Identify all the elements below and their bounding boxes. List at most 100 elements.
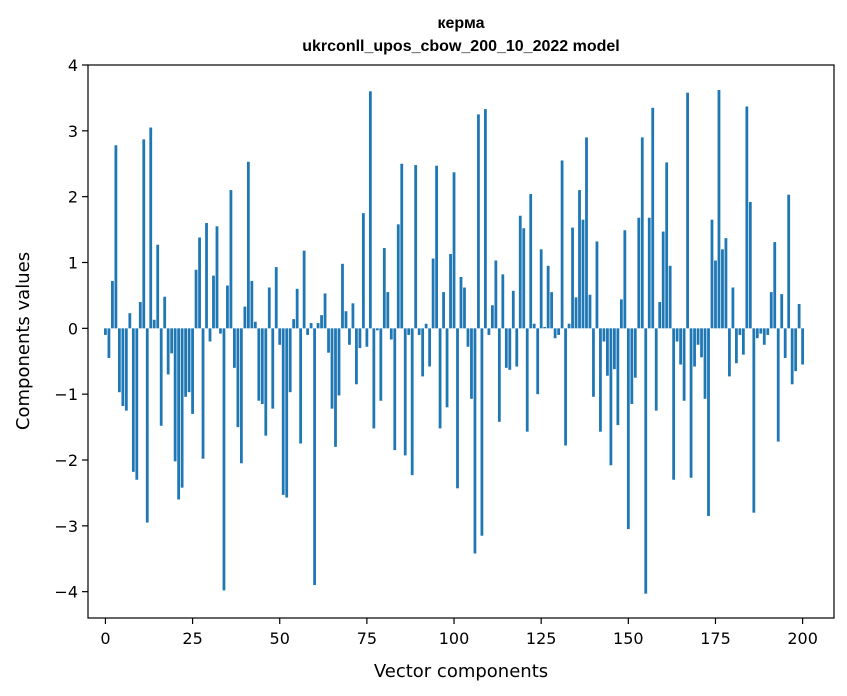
- bar: [525, 328, 529, 432]
- bar: [522, 228, 526, 329]
- bar: [700, 328, 703, 358]
- bar: [184, 328, 188, 397]
- bar: [424, 323, 428, 329]
- bar: [606, 328, 609, 376]
- bar: [379, 328, 383, 401]
- y-tick-label: 2: [68, 188, 78, 207]
- bar: [278, 328, 282, 345]
- bar: [689, 328, 693, 478]
- y-tick-label: −1: [54, 385, 78, 404]
- bar: [578, 190, 581, 329]
- bar: [665, 162, 669, 329]
- y-tick-label: 4: [68, 56, 78, 75]
- bar: [574, 297, 578, 329]
- bar: [421, 328, 425, 377]
- bar: [497, 328, 501, 422]
- bar: [131, 328, 135, 472]
- bar: [658, 302, 662, 329]
- bar: [452, 172, 456, 329]
- bar: [302, 250, 306, 329]
- bar: [633, 328, 637, 378]
- bar: [417, 328, 421, 335]
- y-axis-label: Components values: [13, 252, 34, 430]
- bar: [386, 292, 390, 329]
- bar: [672, 328, 676, 480]
- bar: [191, 328, 194, 414]
- bar: [679, 328, 683, 365]
- bar: [463, 287, 466, 329]
- bar: [229, 190, 233, 329]
- bar: [543, 327, 547, 329]
- bar: [246, 161, 250, 329]
- bar: [515, 328, 519, 367]
- bar: [111, 280, 114, 329]
- bar: [372, 328, 376, 429]
- bar: [637, 217, 641, 329]
- bar: [163, 296, 167, 329]
- bar: [661, 231, 665, 329]
- bar: [567, 323, 571, 329]
- bar: [114, 145, 118, 329]
- bar: [553, 328, 557, 339]
- bar: [626, 328, 630, 530]
- bar: [396, 224, 400, 329]
- bar: [117, 328, 121, 393]
- bar: [518, 215, 522, 329]
- bar: [487, 328, 491, 335]
- bar: [602, 328, 606, 342]
- bar: [714, 260, 717, 329]
- bar: [334, 328, 337, 447]
- bar: [274, 267, 278, 329]
- y-axis-ticks: −4 −3 −2 −1 0 1 2 3 4: [54, 56, 88, 602]
- bar: [647, 217, 651, 329]
- bar: [313, 328, 316, 586]
- bar: [745, 106, 749, 329]
- bar: [264, 328, 268, 436]
- bar: [710, 219, 714, 329]
- bar: [288, 328, 292, 393]
- bar: [612, 328, 616, 370]
- bar: [508, 328, 512, 370]
- bar: [285, 328, 289, 498]
- bar: [759, 328, 763, 334]
- bar: [295, 288, 299, 329]
- bar: [734, 328, 738, 364]
- bars-group: [104, 90, 805, 594]
- bar: [400, 163, 404, 329]
- bar: [351, 303, 355, 329]
- bar: [292, 319, 296, 329]
- bar: [717, 90, 721, 329]
- y-tick-label: 1: [68, 254, 78, 273]
- x-tick-label: 75: [357, 629, 377, 648]
- chart-subtitle: ukrconll_upos_cbow_200_10_2022 model: [302, 38, 619, 55]
- bar: [581, 219, 585, 329]
- x-tick-label: 125: [526, 629, 557, 648]
- bar: [741, 328, 745, 355]
- bar: [243, 306, 247, 329]
- bar: [466, 328, 470, 347]
- bar: [208, 328, 212, 342]
- bar: [226, 285, 229, 329]
- bar: [299, 328, 303, 444]
- bar: [738, 328, 742, 335]
- bar: [173, 328, 177, 462]
- bar: [550, 292, 554, 329]
- bar: [511, 290, 515, 329]
- bar: [703, 328, 707, 399]
- bar: [233, 328, 236, 368]
- bar: [773, 242, 777, 329]
- bar: [728, 328, 731, 377]
- chart-title: керма: [438, 15, 485, 32]
- bar: [205, 223, 208, 329]
- bar: [149, 127, 153, 329]
- bar: [599, 328, 602, 432]
- bar: [267, 287, 271, 329]
- bar: [640, 137, 644, 329]
- bar: [459, 276, 463, 329]
- bar: [348, 328, 351, 345]
- bar: [187, 328, 191, 393]
- bar: [449, 253, 452, 329]
- bar: [222, 328, 226, 591]
- bar: [330, 328, 334, 409]
- bar: [794, 328, 798, 372]
